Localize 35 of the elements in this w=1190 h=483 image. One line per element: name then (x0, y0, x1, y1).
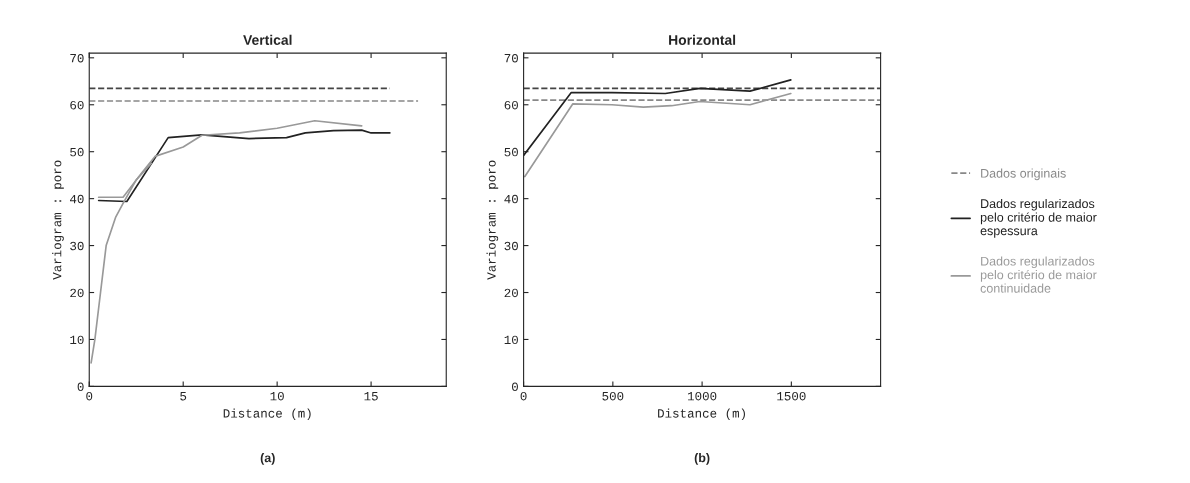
y-tick-label: 60 (70, 100, 84, 110)
y-tick-label: 0 (77, 382, 84, 392)
x-tick-label: 500 (602, 391, 624, 401)
chart-title: Horizontal (669, 34, 736, 45)
x-axis-title: Distance (m) (223, 408, 311, 421)
y-tick-label: 40 (70, 194, 84, 204)
y-tick-label: 50 (504, 147, 518, 157)
y-tick-label: 70 (504, 53, 518, 63)
y-tick-label: 10 (504, 335, 518, 345)
x-tick-label: 1500 (777, 391, 806, 401)
legend-label: Dados regularizados pelo critério de maior espessura (980, 198, 1097, 238)
y-tick-label: 50 (70, 147, 84, 157)
y-tick-label: 30 (70, 241, 84, 251)
legend-label: Dados originais (981, 168, 1066, 181)
y-axis-title: Variogram : poro (486, 160, 499, 280)
chart-title: Vertical (243, 34, 292, 45)
y-tick-label: 30 (504, 241, 518, 251)
y-tick-label: 40 (504, 194, 518, 204)
x-tick-label: 10 (270, 391, 284, 401)
x-tick-label: 15 (364, 392, 378, 401)
text: (b) (694, 453, 710, 465)
y-axis-title: Variogram : poro (52, 160, 64, 280)
x-tick-label: 0 (86, 391, 93, 401)
x-tick-label: 5 (180, 392, 187, 401)
x-tick-label: 1000 (688, 391, 717, 401)
y-tick-label: 0 (511, 382, 518, 392)
y-tick-label: 20 (70, 288, 84, 298)
legend-label: Dados regularizados pelo critério de maior continuidade (980, 256, 1097, 293)
x-tick-label: 0 (520, 391, 527, 401)
y-tick-label: 10 (70, 335, 84, 345)
text: (a) (260, 453, 275, 465)
y-tick-label: 70 (70, 53, 84, 63)
y-tick-label: 60 (504, 100, 518, 110)
x-axis-title: Distance (m) (658, 408, 745, 421)
y-tick-label: 20 (504, 288, 518, 298)
